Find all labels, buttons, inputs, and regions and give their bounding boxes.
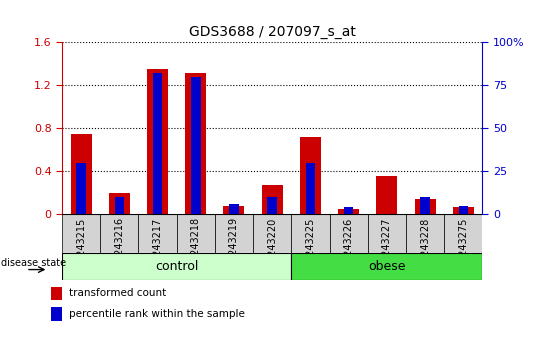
Text: GSM243226: GSM243226 xyxy=(344,217,354,276)
Bar xyxy=(147,69,168,214)
Bar xyxy=(376,176,397,214)
Bar xyxy=(224,206,245,214)
Bar xyxy=(191,77,201,214)
Bar xyxy=(109,193,130,214)
Bar xyxy=(77,163,86,214)
Bar xyxy=(215,214,253,253)
Text: GSM243216: GSM243216 xyxy=(114,217,125,276)
Bar xyxy=(177,214,215,253)
Bar xyxy=(185,73,206,214)
Bar xyxy=(153,73,162,214)
Bar xyxy=(51,287,63,300)
Bar xyxy=(267,197,277,214)
Bar xyxy=(300,137,321,214)
Bar xyxy=(306,163,315,214)
Text: GSM243275: GSM243275 xyxy=(458,217,468,277)
Text: disease state: disease state xyxy=(1,258,66,268)
Bar xyxy=(100,214,139,253)
Bar xyxy=(229,204,239,214)
Text: GSM243215: GSM243215 xyxy=(76,217,86,276)
Text: GSM243225: GSM243225 xyxy=(306,217,315,277)
Bar xyxy=(62,253,291,280)
Text: GSM243227: GSM243227 xyxy=(382,217,392,277)
Bar xyxy=(344,207,354,214)
Bar xyxy=(406,214,444,253)
Bar xyxy=(368,214,406,253)
Text: GSM243218: GSM243218 xyxy=(191,217,201,276)
Bar xyxy=(459,206,468,214)
Bar xyxy=(139,214,177,253)
Bar xyxy=(414,199,436,214)
Bar xyxy=(262,185,283,214)
Text: control: control xyxy=(155,260,198,273)
Title: GDS3688 / 207097_s_at: GDS3688 / 207097_s_at xyxy=(189,25,356,39)
Bar xyxy=(338,209,359,214)
Bar xyxy=(62,214,100,253)
Bar xyxy=(114,197,124,214)
Text: GSM243219: GSM243219 xyxy=(229,217,239,276)
Text: GSM243217: GSM243217 xyxy=(153,217,163,276)
Bar xyxy=(253,214,291,253)
Bar xyxy=(291,214,329,253)
Text: percentile rank within the sample: percentile rank within the sample xyxy=(69,309,245,319)
Bar xyxy=(51,307,63,321)
Bar xyxy=(329,214,368,253)
Bar xyxy=(291,253,482,280)
Text: GSM243228: GSM243228 xyxy=(420,217,430,276)
Bar xyxy=(453,207,474,214)
Text: obese: obese xyxy=(368,260,406,273)
Text: transformed count: transformed count xyxy=(69,289,167,298)
Bar xyxy=(71,134,92,214)
Bar xyxy=(444,214,482,253)
Bar xyxy=(420,197,430,214)
Text: GSM243220: GSM243220 xyxy=(267,217,277,276)
